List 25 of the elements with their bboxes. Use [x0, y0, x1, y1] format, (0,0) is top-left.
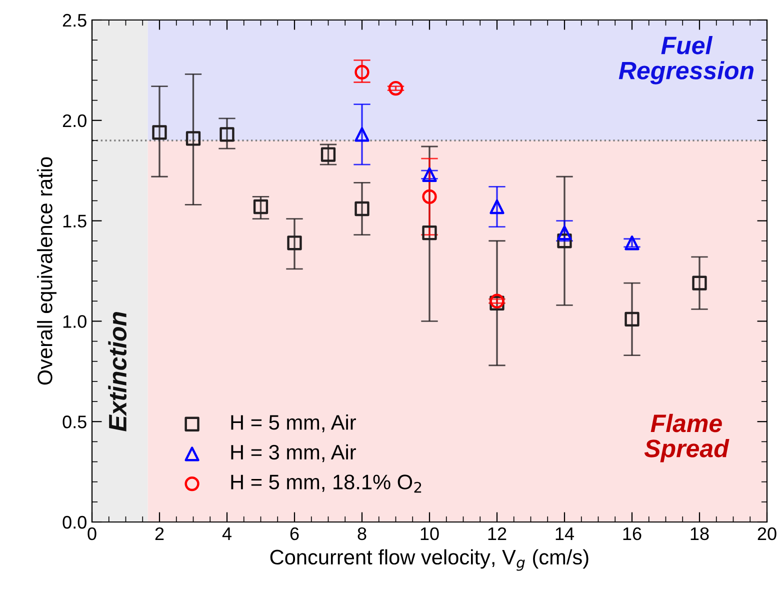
x-tick-label: 10 — [420, 527, 439, 540]
x-tick-label: 2 — [155, 527, 164, 540]
y-tick-label: 1.5 — [63, 214, 86, 228]
y-tick-label: 0.0 — [62, 516, 86, 529]
x-tick-label: 4 — [222, 528, 232, 540]
x-tick-label: 0 — [88, 527, 96, 540]
legend-label: H = 5 mm, Air — [231, 414, 356, 432]
band-label: Extinction — [108, 312, 127, 432]
x-tick-label: 12 — [488, 527, 506, 540]
band-label: Flame Spread — [644, 414, 730, 462]
x-tick-label: 16 — [623, 527, 642, 540]
legend-label: H = 5 mm, 18.1% O$_{2}$ — [231, 474, 422, 493]
y-tick-label: 2.5 — [62, 14, 86, 27]
x-tick-label: 20 — [758, 527, 776, 540]
y-tick-label: 1.0 — [63, 315, 86, 328]
x-axis-title: Concurrent flow velocity, V$_{g}$ (cm/s) — [270, 549, 588, 571]
band-label: Fuel Regression — [618, 36, 754, 84]
x-tick-label: 8 — [358, 527, 366, 540]
y-axis-title: Overall equivalence ratio — [37, 157, 56, 385]
x-tick-label: 18 — [690, 527, 709, 540]
y-tick-label: 2.0 — [62, 114, 86, 128]
legend-label: H = 3 mm, Air — [231, 444, 356, 462]
x-tick-label: 6 — [290, 527, 299, 540]
y-tick-label: 0.5 — [62, 416, 86, 428]
x-tick-label: 14 — [556, 528, 574, 540]
